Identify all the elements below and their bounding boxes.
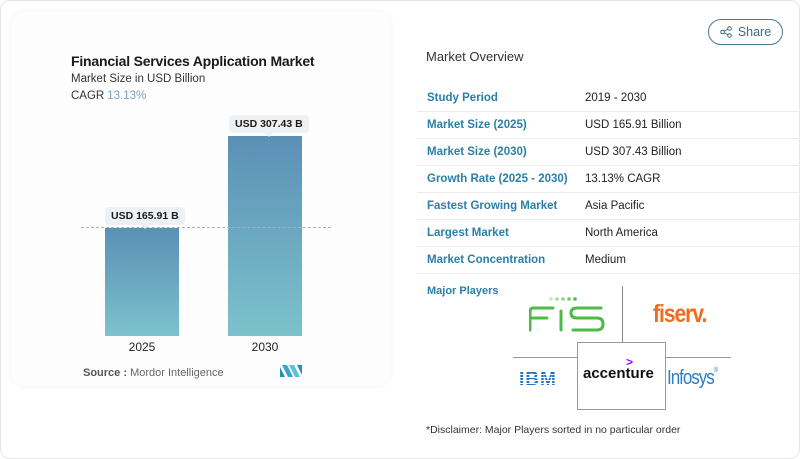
overview-row-market-size-2030: Market Size (2030) USD 307.43 Billion [417, 139, 800, 166]
mordor-intelligence-logo-icon [280, 365, 302, 377]
overview-value: 13.13% CAGR [585, 173, 661, 185]
overview-value: USD 307.43 Billion [585, 146, 682, 158]
x-axis-label-2025: 2025 [128, 340, 156, 354]
registered-mark: ® [713, 367, 718, 374]
reference-dashed-line [81, 227, 331, 228]
accenture-chevron-icon: > [626, 355, 634, 369]
fiserv-logo: fiserv. [653, 300, 707, 329]
overview-label: Fastest Growing Market [427, 200, 558, 212]
divider [665, 357, 731, 358]
bar-2025 [105, 228, 179, 336]
fis-logo-icon [529, 297, 605, 332]
overview-label: Market Size (2025) [427, 119, 527, 131]
overview-row-concentration: Market Concentration Medium [417, 247, 800, 274]
overview-label: Market Size (2030) [427, 146, 527, 158]
overview-label: Growth Rate (2025 - 2030) [427, 173, 568, 185]
infosys-logo: Infosys® [667, 367, 718, 390]
divider [622, 286, 623, 342]
source-label: Source : [83, 367, 128, 379]
overview-row-market-size-2025: Market Size (2025) USD 165.91 Billion [417, 112, 800, 139]
bar-label-2025: USD 165.91 B [105, 207, 185, 229]
accenture-logo-frame [577, 342, 666, 410]
overview-value: 2019 - 2030 [585, 92, 647, 104]
infosys-wordmark: Infosys [667, 367, 715, 389]
overview-row-study-period: Study Period 2019 - 2030 [417, 85, 800, 112]
ibm-logo: IBM [519, 369, 557, 390]
market-overview-title: Market Overview [426, 49, 524, 64]
overview-label: Largest Market [427, 227, 509, 239]
overview-row-largest-market: Largest Market North America [417, 220, 800, 247]
share-icon [720, 26, 732, 38]
accenture-logo: accenture [583, 365, 654, 382]
cagr-value: 13.13% [107, 90, 147, 102]
share-button[interactable]: Share [708, 19, 783, 45]
overview-label: Market Concentration [427, 254, 546, 266]
disclaimer: *Disclaimer: Major Players sorted in no … [426, 424, 681, 436]
divider [513, 357, 579, 358]
major-players-title: Major Players [427, 285, 499, 297]
cagr-label: CAGR [71, 90, 105, 102]
source-value: Mordor Intelligence [130, 367, 224, 379]
overview-row-growth-rate: Growth Rate (2025 - 2030) 13.13% CAGR [417, 166, 800, 193]
share-label: Share [737, 25, 772, 39]
bar-2030 [228, 136, 302, 336]
overview-label: Study Period [427, 92, 498, 104]
overview-value: Asia Pacific [585, 200, 645, 212]
cagr: CAGR 13.13% [71, 90, 146, 102]
source-attribution: Source : Mordor Intelligence [83, 367, 224, 379]
chart-title: Financial Services Application Market [71, 53, 315, 69]
market-overview-table: Study Period 2019 - 2030 Market Size (20… [417, 85, 800, 274]
bar-label-2030: USD 307.43 B [229, 115, 309, 137]
overview-value: North America [585, 227, 658, 239]
chart-subtitle: Market Size in USD Billion [71, 73, 206, 85]
x-axis-label-2030: 2030 [251, 340, 279, 354]
overview-value: USD 165.91 Billion [585, 119, 682, 131]
overview-row-fastest-growing: Fastest Growing Market Asia Pacific [417, 193, 800, 220]
chart-card [11, 11, 391, 386]
overview-value: Medium [585, 254, 626, 266]
